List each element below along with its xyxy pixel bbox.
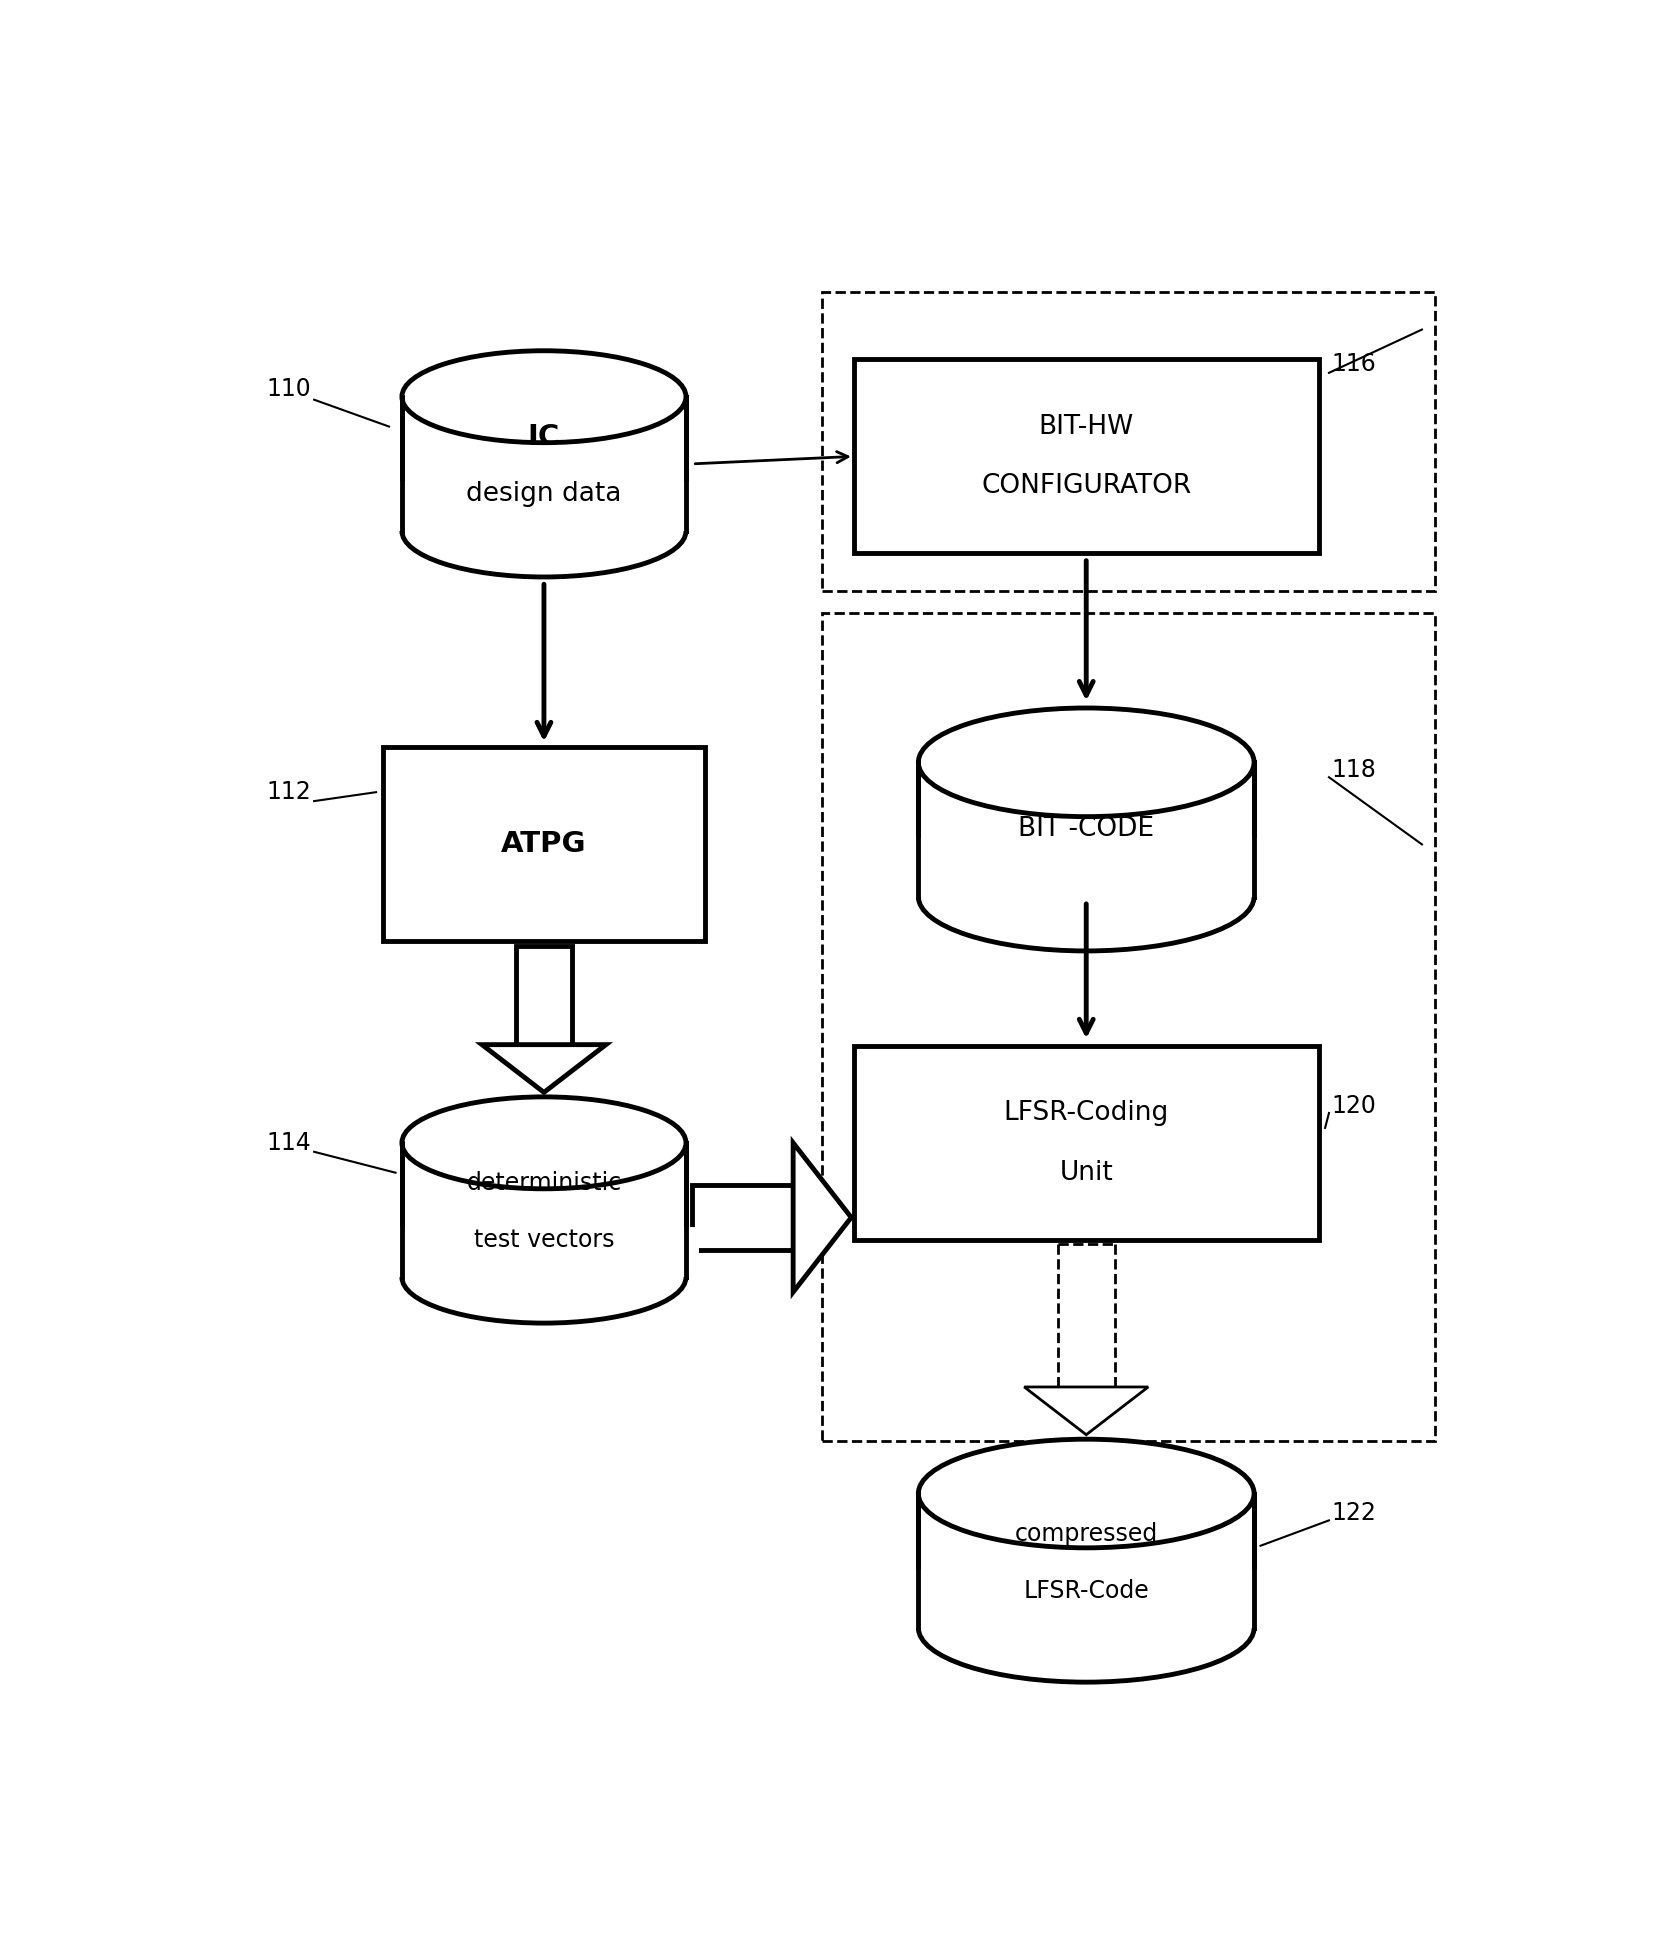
Ellipse shape bbox=[918, 1574, 1254, 1682]
Text: design data: design data bbox=[466, 481, 621, 506]
Ellipse shape bbox=[402, 1231, 686, 1324]
Bar bbox=[906, 1570, 1268, 1628]
Text: 112: 112 bbox=[267, 781, 312, 804]
Bar bbox=[821, 612, 1434, 1442]
Polygon shape bbox=[1025, 1388, 1148, 1434]
Text: deterministic: deterministic bbox=[466, 1171, 621, 1196]
Bar bbox=[388, 1227, 700, 1277]
Bar bbox=[853, 359, 1319, 554]
Ellipse shape bbox=[402, 1097, 686, 1188]
Text: test vectors: test vectors bbox=[473, 1229, 615, 1252]
Bar bbox=[906, 837, 1268, 897]
Text: ATPG: ATPG bbox=[501, 829, 586, 859]
Bar bbox=[918, 762, 1254, 897]
Ellipse shape bbox=[402, 351, 686, 442]
Text: 110: 110 bbox=[267, 378, 312, 401]
Bar bbox=[693, 1184, 793, 1250]
Ellipse shape bbox=[918, 1440, 1254, 1548]
Ellipse shape bbox=[402, 484, 686, 578]
Text: BIT-HW: BIT-HW bbox=[1038, 413, 1135, 440]
Polygon shape bbox=[793, 1143, 851, 1293]
Bar bbox=[388, 481, 700, 531]
Text: 118: 118 bbox=[1331, 758, 1376, 781]
Text: 114: 114 bbox=[267, 1132, 312, 1155]
Bar bbox=[383, 748, 705, 942]
Polygon shape bbox=[481, 1045, 606, 1093]
Bar bbox=[821, 293, 1434, 591]
Text: compressed: compressed bbox=[1015, 1521, 1158, 1547]
Text: Unit: Unit bbox=[1060, 1159, 1113, 1186]
Bar bbox=[853, 1047, 1319, 1240]
Bar bbox=[402, 1143, 686, 1277]
Text: 120: 120 bbox=[1331, 1093, 1376, 1118]
Text: 122: 122 bbox=[1331, 1500, 1376, 1525]
Text: LFSR-Code: LFSR-Code bbox=[1023, 1579, 1150, 1603]
Ellipse shape bbox=[918, 707, 1254, 816]
Bar bbox=[1058, 1244, 1115, 1388]
Bar bbox=[515, 946, 573, 1045]
Text: BIT -CODE: BIT -CODE bbox=[1018, 816, 1155, 843]
Text: 116: 116 bbox=[1331, 353, 1376, 376]
Bar bbox=[402, 397, 686, 531]
Text: CONFIGURATOR: CONFIGURATOR bbox=[981, 473, 1191, 500]
Text: IC: IC bbox=[528, 422, 560, 452]
Text: LFSR-Coding: LFSR-Coding bbox=[1003, 1101, 1170, 1126]
Ellipse shape bbox=[918, 843, 1254, 952]
Bar bbox=[918, 1494, 1254, 1628]
